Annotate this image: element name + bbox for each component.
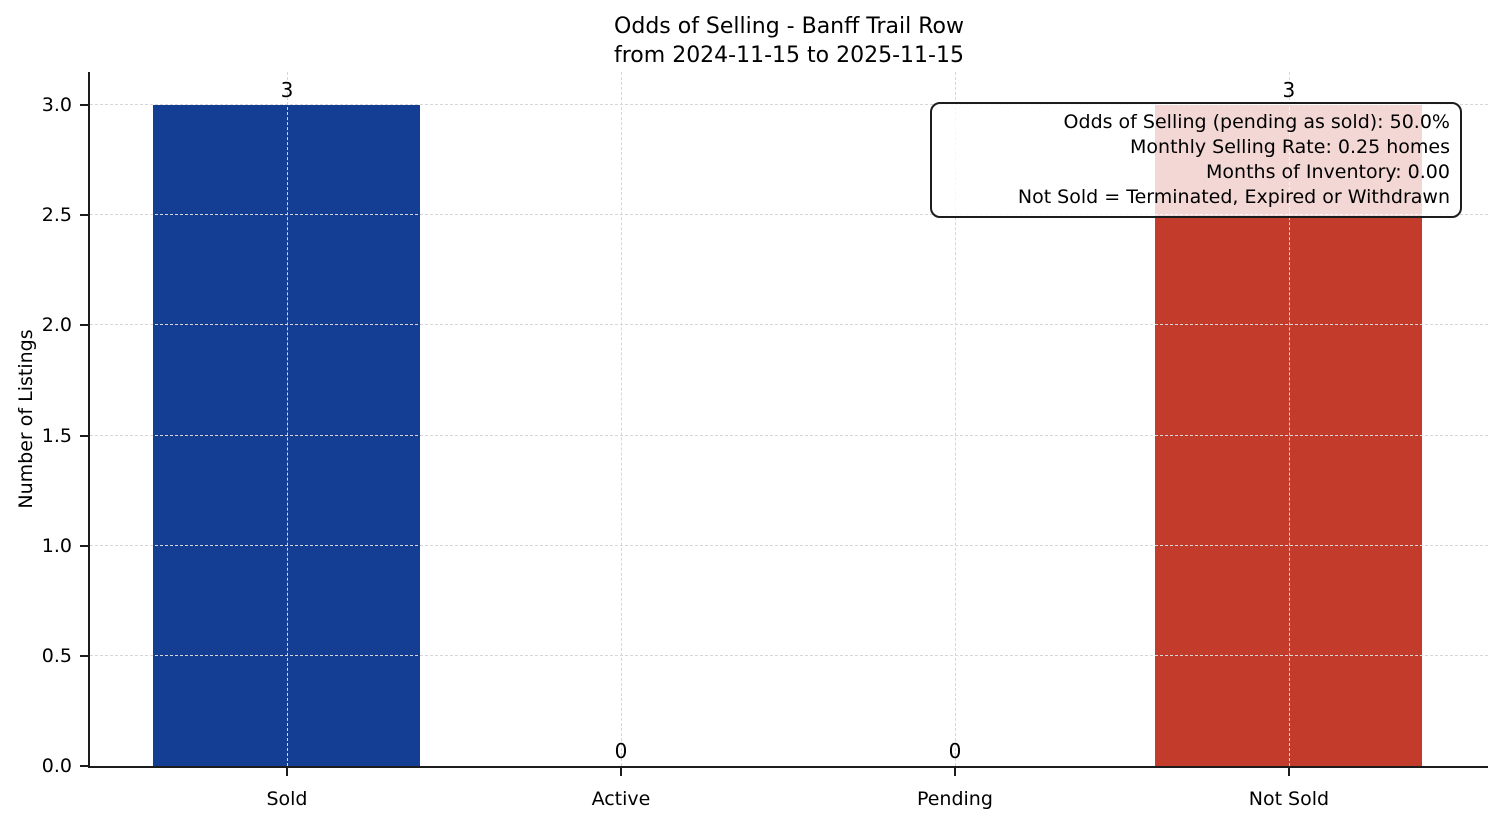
chart-title: Odds of Selling - Banff Trail Row	[614, 14, 964, 39]
y-tick-mark	[80, 434, 88, 437]
v-gridline	[1288, 72, 1290, 766]
x-tick-mark	[619, 768, 622, 776]
v-gridline	[286, 72, 288, 766]
y-tick-label: 3.0	[41, 94, 72, 117]
y-tick-mark	[80, 544, 88, 547]
x-tick-label-active: Active	[591, 788, 651, 810]
y-tick-mark	[80, 765, 88, 767]
v-gridline	[620, 72, 622, 766]
chart-title-block: Odds of Selling - Banff Trail Row from 2…	[90, 12, 1488, 70]
annotation-monthly-selling-rate: Monthly Selling Rate: 0.25 homes	[1130, 136, 1450, 158]
h-gridline	[90, 324, 1488, 326]
x-axis-spine	[88, 766, 1488, 768]
h-gridline	[90, 214, 1488, 216]
x-tick-mark	[285, 768, 288, 776]
y-axis-spine	[88, 72, 90, 768]
chart-subtitle: from 2024-11-15 to 2025-11-15	[614, 43, 964, 68]
x-tick-label-not-sold: Not Sold	[1248, 788, 1330, 810]
h-gridline	[90, 654, 1488, 656]
y-tick-label: 1.0	[41, 534, 72, 557]
y-tick-label: 1.5	[41, 424, 72, 447]
y-tick-mark	[80, 104, 88, 107]
annotation-odds-of-selling: Odds of Selling (pending as sold): 50.0%	[1063, 111, 1450, 133]
x-tick-mark	[1287, 768, 1290, 776]
y-tick-label: 2.0	[41, 314, 72, 337]
y-axis-label: Number of Listings	[15, 329, 37, 509]
y-tick-mark	[80, 214, 88, 217]
h-gridline	[90, 104, 1488, 106]
y-tick-mark	[80, 654, 88, 657]
x-tick-label-pending: Pending	[916, 788, 993, 810]
y-tick-label: 0.0	[41, 755, 72, 777]
y-tick-label: 0.5	[41, 644, 72, 667]
bar-value-label: 3	[1282, 78, 1296, 103]
h-gridline	[90, 544, 1488, 546]
bar-value-label: 0	[948, 739, 962, 763]
y-tick-label: 2.5	[41, 204, 72, 227]
y-tick-mark	[80, 324, 88, 327]
x-tick-mark	[953, 768, 956, 776]
h-gridline	[90, 434, 1488, 436]
bar-value-label: 3	[280, 78, 294, 103]
annotation-not-sold-definition: Not Sold = Terminated, Expired or Withdr…	[1017, 186, 1450, 208]
bar-value-label: 0	[614, 739, 628, 763]
stats-annotation-box: Odds of Selling (pending as sold): 50.0%…	[930, 102, 1462, 218]
annotation-months-of-inventory: Months of Inventory: 0.00	[1206, 161, 1450, 183]
v-gridline	[954, 72, 956, 766]
x-tick-label-sold: Sold	[266, 788, 308, 810]
